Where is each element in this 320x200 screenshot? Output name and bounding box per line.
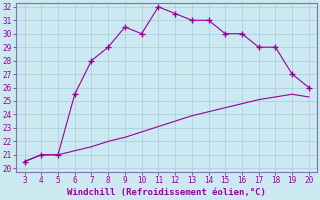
X-axis label: Windchill (Refroidissement éolien,°C): Windchill (Refroidissement éolien,°C) [67,188,266,197]
